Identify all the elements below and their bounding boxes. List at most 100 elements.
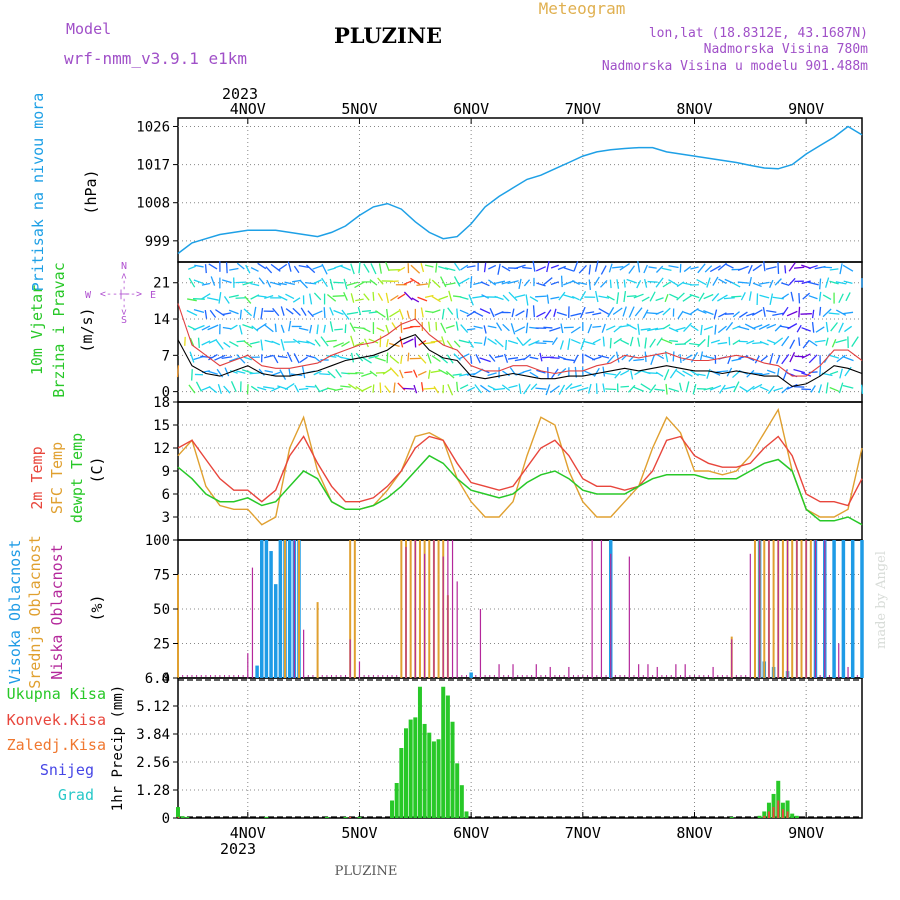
wind-barb xyxy=(522,266,532,270)
compass-east: E xyxy=(150,290,156,301)
wind-barb xyxy=(842,264,854,272)
wind-barb xyxy=(433,386,439,394)
wind-barb xyxy=(502,294,510,302)
footer-station: PLUZINE xyxy=(335,864,398,879)
total-precip-bar xyxy=(185,816,190,818)
wind-barb xyxy=(825,321,829,333)
wind-barb xyxy=(218,292,222,304)
wind-barb xyxy=(690,266,699,270)
cloud-label-mid: Srednja Oblacnost xyxy=(26,535,44,689)
wind-barb xyxy=(612,266,624,269)
wind-barb xyxy=(417,370,427,376)
wind-barb xyxy=(703,310,714,316)
wind-barb xyxy=(724,313,734,315)
sfc-temp-line xyxy=(177,407,863,526)
wind-barb xyxy=(781,335,790,347)
wind-barb xyxy=(452,373,462,376)
wind-barb xyxy=(796,324,802,333)
cloud-label-high: Visoka Oblacnost xyxy=(6,540,24,685)
wind-barb xyxy=(616,279,620,289)
wind-barb xyxy=(344,324,347,334)
wind-barb xyxy=(774,278,782,286)
high-cloud-bar xyxy=(264,540,269,678)
wind-barb xyxy=(605,388,617,391)
product-title: Meteogram xyxy=(539,0,626,18)
wind-barb xyxy=(788,262,796,272)
total-precip-bar xyxy=(394,783,399,818)
total-precip-bar xyxy=(455,763,460,818)
wind-barb xyxy=(210,276,216,286)
low-cloud-bar xyxy=(549,666,551,678)
wind-barb xyxy=(808,354,818,364)
wind-barb xyxy=(208,263,218,270)
wind-barb xyxy=(456,308,459,319)
wind-barb xyxy=(369,370,378,377)
low-cloud-bar xyxy=(647,664,649,678)
wind-barb xyxy=(763,261,766,272)
wind-barb xyxy=(836,309,847,316)
wind-barb xyxy=(384,385,391,393)
wind-barb xyxy=(378,263,382,274)
conv-precip-bar xyxy=(772,807,775,818)
precip-legend-frz: Zaledj.Kisa xyxy=(7,736,106,754)
wind-barb xyxy=(539,352,543,362)
wind-barb xyxy=(606,295,615,301)
cloud-label-low: Niska Oblacnost xyxy=(48,544,66,679)
wind-barb xyxy=(292,338,301,345)
wind-barb xyxy=(668,279,679,287)
wind-barb xyxy=(758,323,770,331)
wind-barb xyxy=(427,278,431,288)
total-precip-bar xyxy=(464,811,469,818)
wind-barb xyxy=(664,293,669,303)
wind-barb xyxy=(333,342,344,348)
wind-barb xyxy=(839,368,843,379)
low-cloud-bar xyxy=(512,664,514,678)
wind-barb xyxy=(458,277,470,285)
wind-barb xyxy=(633,386,644,392)
wind-barb xyxy=(298,327,309,331)
wind-barb xyxy=(732,339,741,346)
wind-barb xyxy=(647,372,658,374)
wind-barb xyxy=(258,277,265,285)
wind-barb xyxy=(444,282,456,286)
wind-barb xyxy=(598,354,610,359)
wind-barb xyxy=(332,295,345,297)
wind-barb xyxy=(662,324,671,330)
wind-barb xyxy=(424,264,434,268)
wind-barb xyxy=(683,311,692,316)
wind-barb xyxy=(376,327,385,332)
wind-barb xyxy=(393,382,396,393)
total-precip-bar xyxy=(785,800,790,818)
wind-barb xyxy=(510,323,516,335)
wind-barb xyxy=(752,324,763,330)
model-label: Model xyxy=(66,20,111,38)
wind-barb xyxy=(215,340,224,350)
high-cloud-bar xyxy=(832,540,836,678)
wind-barb xyxy=(447,307,454,315)
wind-barb xyxy=(515,310,525,317)
wind-barb xyxy=(860,384,864,394)
wind-barb xyxy=(784,265,787,274)
wind-barb xyxy=(474,384,482,394)
wind-barb xyxy=(593,367,600,377)
wind-barb xyxy=(612,307,623,316)
wind-barb xyxy=(271,340,281,346)
wind-label-2: Brzina i Pravac xyxy=(50,262,68,397)
wind-barb xyxy=(350,293,355,303)
wind-barb xyxy=(399,369,404,379)
wind-barb xyxy=(766,310,777,313)
wind-barb xyxy=(530,383,538,391)
wind-barb xyxy=(313,292,322,301)
wind-barb xyxy=(633,293,644,299)
wind-barb xyxy=(278,263,288,271)
low-cloud-bar xyxy=(786,540,789,678)
wind-barb xyxy=(663,369,670,381)
total-precip-bar xyxy=(729,816,734,818)
wind-barb xyxy=(522,369,532,373)
wind-barb xyxy=(473,341,483,345)
wind-barb xyxy=(675,370,686,377)
wind-barb xyxy=(522,338,532,346)
conv-precip-bar xyxy=(786,811,789,818)
low-cloud-bar xyxy=(433,540,435,678)
